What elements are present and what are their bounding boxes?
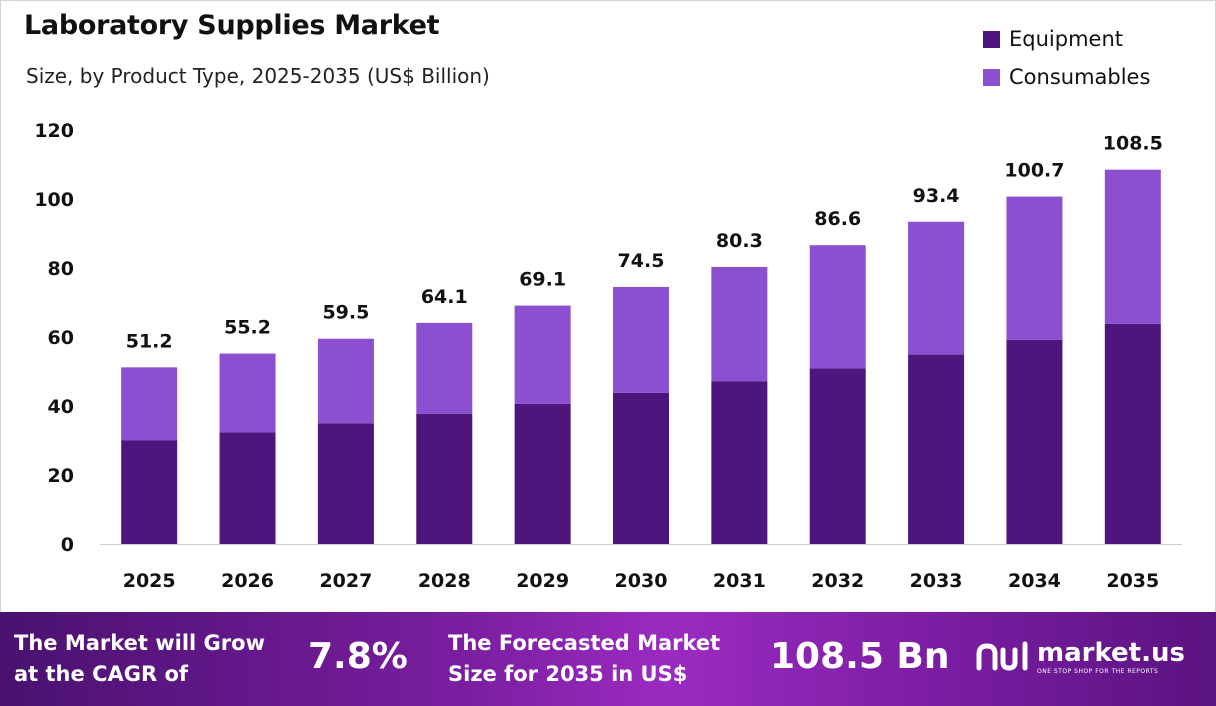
legend-item-consumables[interactable]: Consumables <box>983 58 1150 96</box>
bar-chart: 0 20 40 60 80 100 120 51.2 2025 55.2 2026 59.5 2027 6… <box>34 120 1182 592</box>
legend-label-equipment: Equipment <box>1009 27 1123 51</box>
y-tick-label-60: 60 <box>48 327 74 349</box>
cagr-label: The Market will Grow at the CAGR of <box>14 628 265 690</box>
bar-equipment-2028 <box>416 413 473 544</box>
data-label-2035: 108.5 <box>1103 133 1163 155</box>
bar-equipment-2027 <box>317 423 374 544</box>
bar-consumables-2035 <box>1104 169 1161 324</box>
bar-consumables-2030 <box>613 286 669 393</box>
legend-label-consumables: Consumables <box>1009 65 1151 89</box>
data-label-2033: 93.4 <box>913 185 960 207</box>
legend-swatch-equipment <box>983 30 1000 48</box>
x-tick-label-2031: 2031 <box>713 570 766 592</box>
bar-equipment-2035 <box>1104 323 1161 544</box>
x-tick-label-2034: 2034 <box>1008 570 1061 592</box>
brand-tagline: ONE STOP SHOP FOR THE REPORTS <box>1037 667 1159 675</box>
data-label-2034: 100.7 <box>1004 160 1064 182</box>
chart-subtitle: Size, by Product Type, 2025-2035 (US$ Bi… <box>26 64 490 88</box>
bar-consumables-2031 <box>711 266 768 382</box>
bar-consumables-2034 <box>1006 196 1063 340</box>
bar-consumables-2025 <box>121 367 178 441</box>
brand-name: market.us <box>1037 637 1185 668</box>
bar-equipment-2029 <box>514 403 571 544</box>
forecast-label: The Forecasted Market Size for 2035 in U… <box>448 628 720 690</box>
y-tick-label-0: 0 <box>61 534 74 556</box>
x-tick-label-2032: 2032 <box>811 570 864 592</box>
data-label-2031: 80.3 <box>716 230 763 252</box>
bar-equipment-2033 <box>908 354 965 544</box>
bar-consumables-2027 <box>317 338 374 424</box>
bar-consumables-2029 <box>514 305 571 404</box>
bar-equipment-2032 <box>809 368 866 544</box>
forecast-label-line1: The Forecasted Market <box>448 631 721 655</box>
bar-equipment-2025 <box>121 440 178 544</box>
y-tick-label-80: 80 <box>48 258 74 280</box>
bar-equipment-2030 <box>613 392 669 544</box>
data-label-2025: 51.2 <box>126 330 173 352</box>
x-tick-label-2033: 2033 <box>910 570 963 592</box>
bar-consumables-2028 <box>416 322 473 414</box>
x-tick-label-2026: 2026 <box>221 570 274 592</box>
y-tick-label-20: 20 <box>48 465 74 487</box>
y-tick-label-120: 120 <box>34 120 74 142</box>
bar-equipment-2026 <box>219 432 276 544</box>
market-us-logo-icon <box>976 641 1028 671</box>
chart-title: Laboratory Supplies Market <box>24 10 440 41</box>
footer-banner: The Market will Grow at the CAGR of 7.8%… <box>0 612 1216 706</box>
legend-swatch-consumables <box>983 68 1000 86</box>
cagr-label-line1: The Market will Grow <box>14 631 265 655</box>
bar-consumables-2033 <box>908 221 965 355</box>
data-label-2026: 55.2 <box>224 317 271 339</box>
legend: Equipment Consumables <box>983 20 1150 96</box>
bar-consumables-2032 <box>809 245 866 369</box>
bar-consumables-2026 <box>219 353 276 433</box>
cagr-label-line2: at the CAGR of <box>14 662 189 686</box>
data-label-2027: 59.5 <box>322 302 369 324</box>
x-tick-label-2025: 2025 <box>123 570 176 592</box>
forecast-label-line2: Size for 2035 in US$ <box>448 662 688 686</box>
legend-item-equipment[interactable]: Equipment <box>983 20 1150 58</box>
data-label-2030: 74.5 <box>618 250 665 272</box>
bar-equipment-2031 <box>711 381 768 544</box>
y-tick-label-40: 40 <box>48 396 74 418</box>
x-tick-label-2029: 2029 <box>516 570 569 592</box>
brand-logo[interactable]: market.us ONE STOP SHOP FOR THE REPORTS <box>975 638 1185 676</box>
x-tick-label-2028: 2028 <box>418 570 471 592</box>
x-tick-label-2027: 2027 <box>319 570 372 592</box>
cagr-value: 7.8% <box>308 636 408 677</box>
data-label-2032: 86.6 <box>814 208 861 230</box>
forecast-value: 108.5 Bn <box>770 636 950 677</box>
data-label-2028: 64.1 <box>421 286 468 308</box>
data-label-2029: 69.1 <box>519 269 566 291</box>
y-tick-label-100: 100 <box>34 189 74 211</box>
x-tick-label-2030: 2030 <box>615 570 668 592</box>
x-tick-label-2035: 2035 <box>1106 570 1159 592</box>
bar-equipment-2034 <box>1006 339 1063 544</box>
